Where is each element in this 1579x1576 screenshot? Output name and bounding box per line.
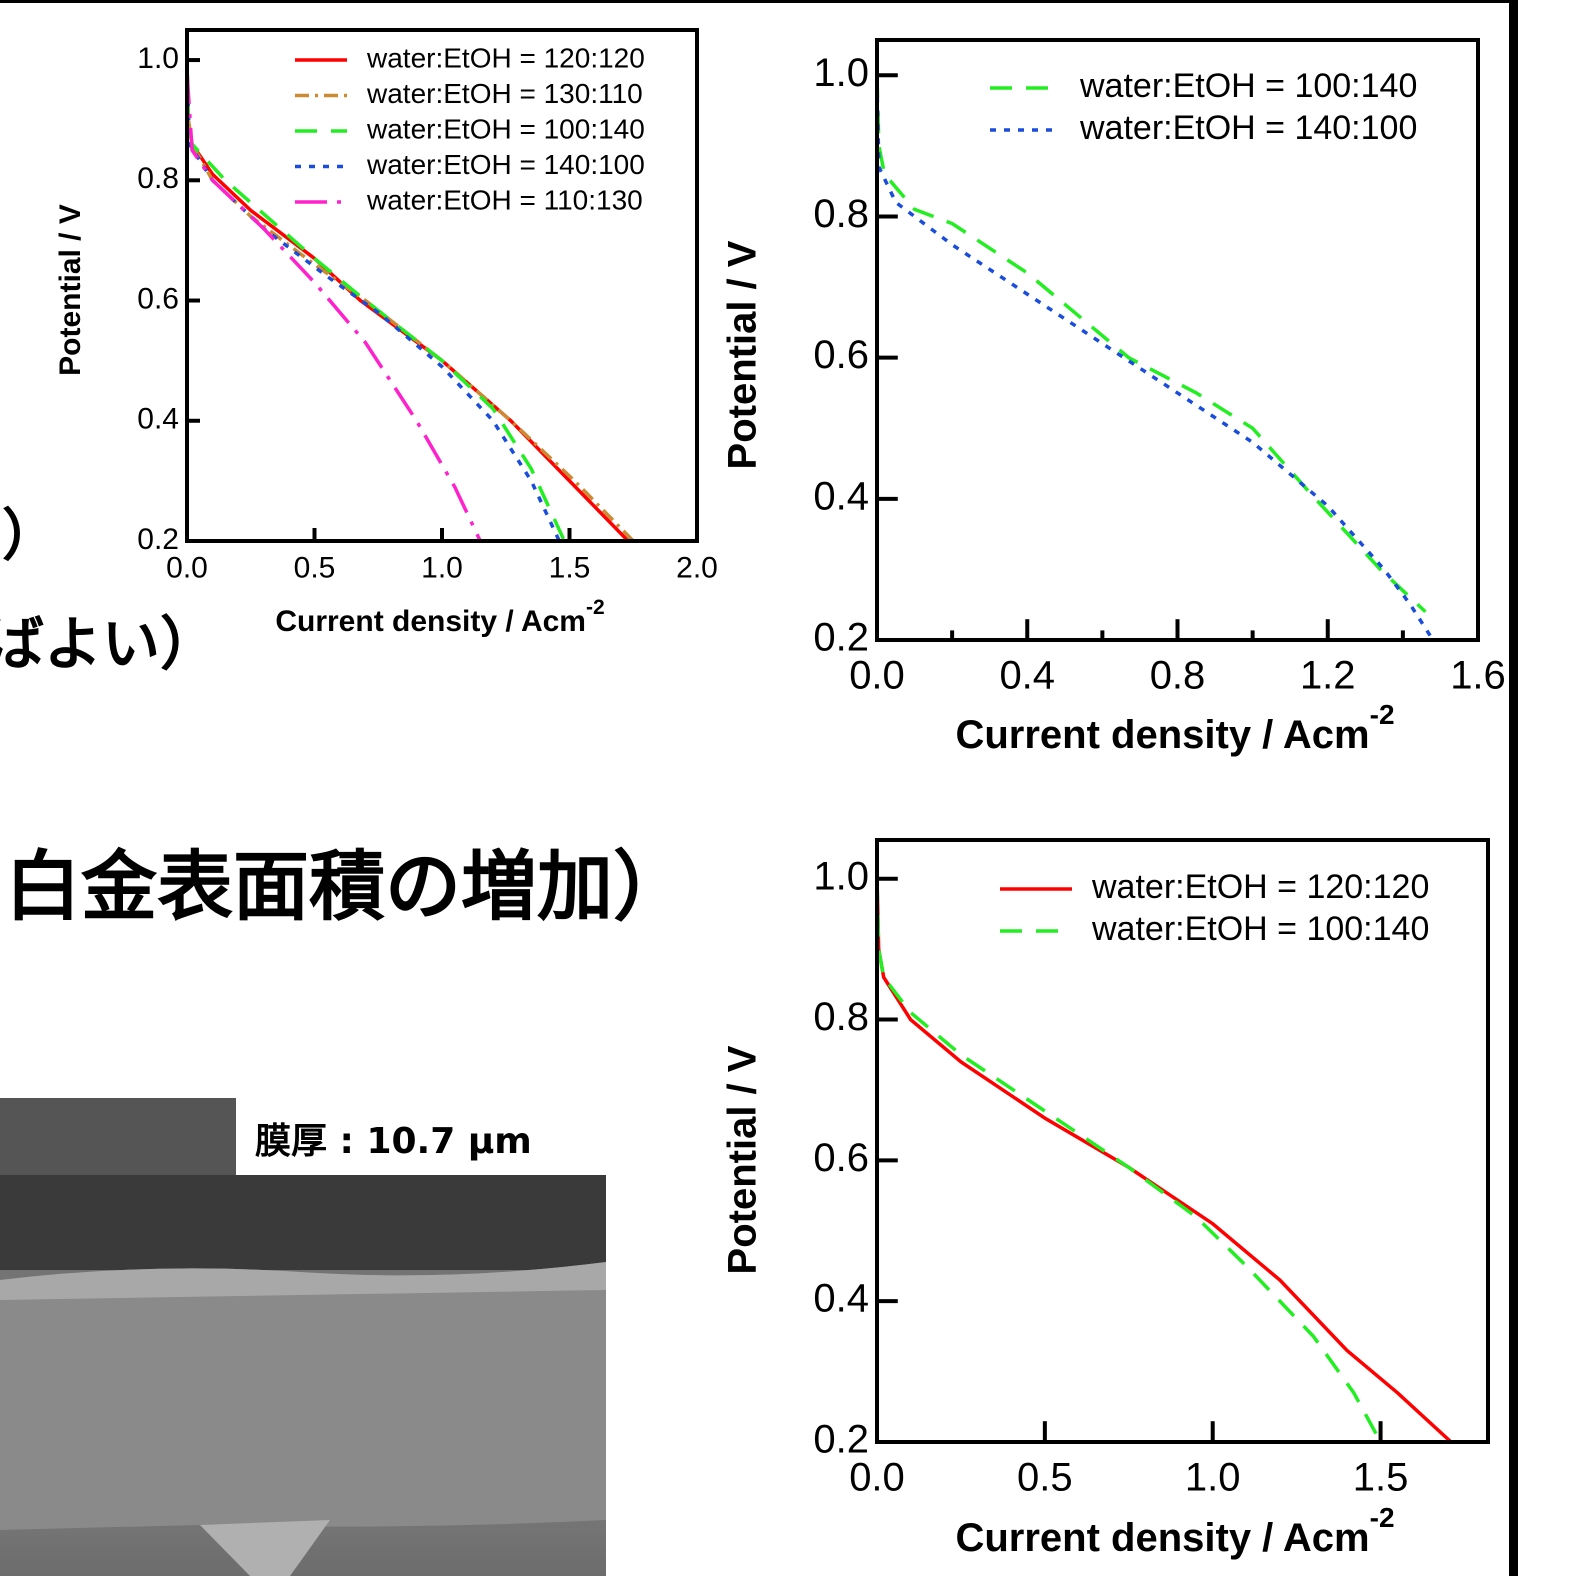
sem-image [0,1098,606,1576]
series-line [877,879,1451,1442]
x-axis-label: Current density / Acm-2 [955,1502,1394,1559]
y-tick-label: 1.0 [813,51,869,95]
heading: 白金表面積の増加） [5,842,689,931]
y-tick-label: 0.4 [813,1277,869,1321]
slide: ） ばよい） 白金表面積の増加） 膜厚 : 10.7 μm water:EtOH… [0,0,1579,1576]
y-tick-label: 0.8 [813,995,869,1039]
y-tick-label: 0.6 [137,282,179,315]
x-tick-label: 1.6 [1450,654,1506,698]
y-tick-label: 0.6 [813,1136,869,1180]
y-tick-label: 0.8 [813,192,869,236]
x-axis-label-superscript: -2 [1370,1502,1395,1533]
y-axis-label: Potential / V [54,204,87,376]
x-axis-label: Current density / Acm-2 [955,699,1394,756]
chart: water:EtOH = 100:140 water:EtOH = 140:100… [721,40,1506,757]
sem-top [0,1098,236,1178]
x-tick-label: 1.5 [1353,1456,1409,1500]
series-line [877,879,1381,1442]
y-axis-label: Potential / V [721,1045,765,1274]
y-tick-label: 0.2 [137,523,179,556]
x-tick-label: 0.0 [849,654,905,698]
page: {"page_text": { "fragment_1": "）", "frag… [0,0,1579,1576]
x-tick-label: 0.8 [1150,654,1206,698]
x-tick-label: 1.5 [549,551,591,584]
y-tick-label: 0.2 [813,1418,869,1462]
y-tick-label: 0.4 [137,403,179,436]
x-tick-label: 0.4 [999,654,1055,698]
sem-membrane [0,1262,606,1530]
slide-border-right [1509,0,1518,1576]
x-axis-label-superscript: -2 [586,596,605,619]
legend-label: water:EtOH = 130:110 [366,78,643,109]
x-tick-label: 2.0 [676,551,718,584]
legend-label: water:EtOH = 100:140 [366,113,645,144]
x-tick-label: 0.0 [849,1456,905,1500]
legend-label: water:EtOH = 100:140 [1079,67,1417,105]
legend-label: water:EtOH = 100:140 [1091,910,1429,948]
x-axis-label-text: Current density / Acm [955,1516,1369,1560]
x-tick-label: 0.0 [166,551,208,584]
legend-label: water:EtOH = 120:120 [1091,868,1429,906]
x-tick-label: 1.0 [421,551,463,584]
legend-label: water:EtOH = 140:100 [1079,109,1417,147]
x-tick-label: 0.5 [1017,1456,1073,1500]
x-axis-label-superscript: -2 [1370,699,1395,730]
y-tick-label: 0.8 [137,162,179,195]
series-line [877,75,1425,611]
text-fragment: ばよい） [0,610,218,678]
chart: water:EtOH = 120:120 water:EtOH = 130:110… [54,30,718,638]
x-tick-label: 1.0 [1185,1456,1241,1500]
legend-label: water:EtOH = 120:120 [366,42,645,73]
x-axis-label-text: Current density / Acm [955,713,1369,757]
series-line [877,82,1433,640]
x-tick-label: 0.5 [294,551,336,584]
x-axis-label-text: Current density / Acm [275,605,586,638]
y-tick-label: 1.0 [813,854,869,898]
sem-background [0,1175,606,1270]
y-tick-label: 0.6 [813,333,869,377]
y-tick-label: 1.0 [137,42,179,75]
chart: water:EtOH = 120:120 water:EtOH = 100:140… [721,840,1488,1560]
legend-label: water:EtOH = 140:100 [366,149,645,180]
image-label: 膜厚 : 10.7 μm [255,1121,532,1162]
text-fragment: ） [2,504,58,569]
x-axis-label: Current density / Acm-2 [275,596,604,638]
y-tick-label: 0.4 [813,474,869,518]
y-tick-label: 0.2 [813,616,869,660]
x-tick-label: 1.2 [1300,654,1356,698]
y-axis-label: Potential / V [721,240,765,469]
legend-label: water:EtOH = 110:130 [366,184,643,215]
